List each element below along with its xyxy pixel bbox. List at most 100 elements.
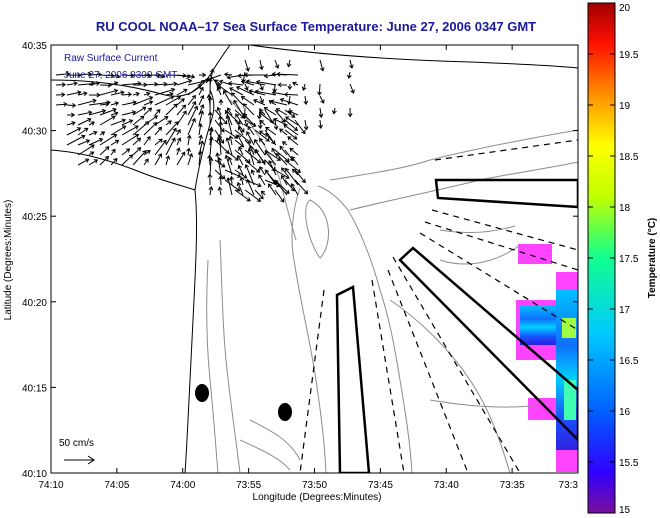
current-vector [241, 71, 246, 84]
current-vector [246, 178, 255, 196]
current-vector [99, 88, 119, 96]
current-vector [276, 71, 299, 77]
current-vector [154, 81, 168, 87]
current-vector [317, 83, 322, 96]
current-vector [271, 147, 277, 156]
current-vector [259, 59, 264, 71]
y-axis: 40:35 40:30 40:25 40:20 40:15 40:10 [22, 41, 578, 480]
current-vector [66, 103, 77, 108]
colorbar-tick-label: 16 [619, 407, 631, 418]
survey-box-east [434, 178, 578, 209]
current-vector [110, 101, 120, 106]
current-vector [66, 81, 78, 87]
x-tick-label: 73:50 [302, 480, 327, 491]
current-vector [283, 92, 299, 97]
current-vector [154, 138, 163, 146]
y-tick-label: 40:10 [22, 469, 47, 480]
current-vector [110, 158, 118, 166]
current-vector [284, 179, 295, 192]
y-tick-label: 40:20 [22, 298, 47, 309]
current-vector [242, 103, 255, 116]
current-vector [154, 139, 167, 156]
current-vector [294, 179, 309, 195]
contour-line [291, 187, 327, 473]
current-vector [235, 113, 244, 126]
current-vector [244, 163, 255, 186]
colorbar-tick-label: 16.5 [619, 356, 639, 367]
current-vector [55, 101, 68, 107]
buoy-marker [195, 384, 209, 402]
current-vector [187, 152, 194, 166]
current-vector [121, 100, 137, 106]
current-vector [66, 127, 82, 136]
current-vector [224, 169, 242, 178]
current-vector [224, 129, 239, 139]
current-vector [236, 181, 244, 196]
radial-dashed-lines [299, 139, 578, 473]
current-vector [225, 137, 233, 156]
radial-line [387, 269, 469, 473]
coastline-long-island [249, 45, 578, 69]
current-vector [187, 100, 197, 116]
current-vector [239, 176, 245, 186]
scale-label: 50 cm/s [59, 438, 94, 449]
current-vector [240, 96, 255, 106]
x-tick-label: 73:3 [559, 480, 579, 491]
sst-missing-patch [518, 244, 552, 264]
current-vector [218, 121, 224, 136]
current-vector [99, 146, 110, 156]
current-vector [227, 156, 233, 166]
current-vector [198, 72, 207, 78]
current-vector [143, 158, 149, 166]
chart-title: RU COOL NOAA–17 Sea Surface Temperature:… [96, 19, 536, 34]
current-vector [264, 149, 282, 161]
current-vector [233, 99, 244, 116]
current-vector [346, 71, 352, 79]
y-tick-label: 40:35 [22, 41, 47, 52]
current-vector [165, 81, 178, 87]
current-vector [165, 96, 182, 106]
current-vector [132, 106, 147, 116]
current-vector [227, 107, 233, 116]
current-vector [286, 59, 292, 68]
colorbar-tick-label: 17.5 [619, 254, 639, 265]
current-vector [244, 119, 257, 127]
current-vector [290, 183, 299, 196]
current-vector [154, 126, 162, 136]
current-vector [88, 159, 99, 166]
current-vector [256, 107, 262, 120]
x-axis: 74:10 74:05 74:00 73:55 73:50 73:45 73:40 73:35… [38, 45, 579, 491]
current-vector [274, 169, 290, 179]
current-vector [244, 149, 262, 164]
current-vector [110, 125, 127, 136]
current-vector [319, 95, 325, 104]
x-tick-label: 73:45 [368, 480, 393, 491]
current-vector [110, 139, 120, 146]
current-vector [176, 74, 191, 80]
current-vector [287, 136, 299, 146]
current-vector [165, 137, 176, 156]
current-vector [132, 137, 142, 146]
current-vector [208, 126, 214, 146]
coastline-sandy-hook [194, 89, 215, 191]
current-vector [243, 119, 249, 128]
current-vector [77, 98, 97, 106]
current-vector [258, 130, 266, 136]
current-vector [176, 128, 181, 136]
current-vector [244, 189, 262, 202]
sst-warm-spot [562, 318, 576, 338]
current-vector [198, 86, 204, 96]
coastline-nj [51, 149, 198, 473]
current-vector [214, 109, 228, 125]
current-vector [154, 87, 176, 96]
current-vector [88, 151, 95, 156]
current-vector [259, 166, 266, 176]
contour-line [389, 299, 511, 473]
current-vector [88, 72, 102, 77]
contour-line [249, 419, 301, 461]
current-vector [273, 119, 279, 131]
current-vector [110, 81, 119, 86]
radial-line [299, 289, 325, 473]
current-vector [331, 107, 337, 115]
current-vector [143, 150, 151, 156]
